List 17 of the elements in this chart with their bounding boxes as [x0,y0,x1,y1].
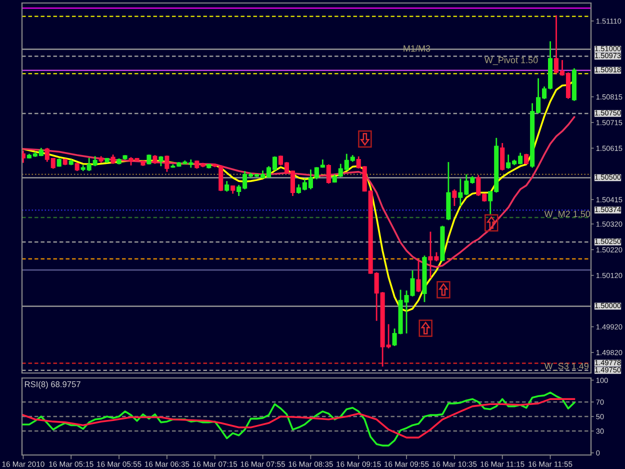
candlestick [326,164,331,184]
candlestick [164,154,170,173]
line-series [22,116,576,268]
candlestick [158,155,164,167]
candlestick [416,260,421,293]
candlestick [110,154,116,165]
candlestick [146,154,152,166]
annotation: W_Pivot 1.50 [484,56,538,65]
chart-title: RSI(8) 68.9757 [24,381,80,389]
line-series [22,398,576,438]
candlestick [452,188,457,207]
candlestick [224,180,230,192]
annotation: W_S3 1.49 [544,362,589,371]
annotation: W_M2 1.50 [544,210,590,219]
candlestick [500,142,505,172]
candlestick [22,150,26,164]
line-series [22,392,576,446]
